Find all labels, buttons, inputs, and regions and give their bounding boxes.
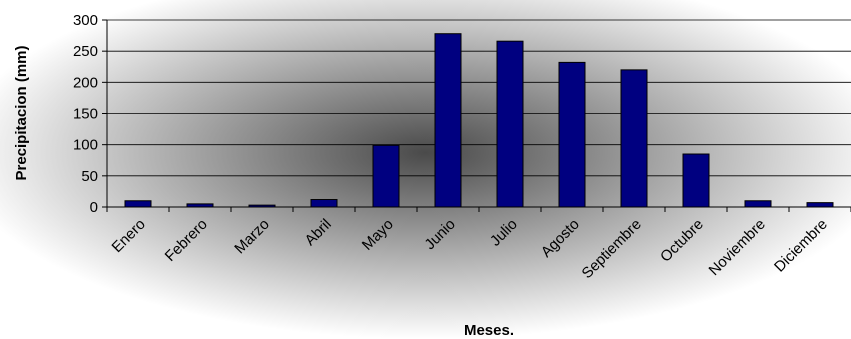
bar xyxy=(682,153,710,208)
y-axis-title: Precipitacion (mm) xyxy=(13,45,30,180)
bar xyxy=(806,202,834,208)
y-tick-label: 200 xyxy=(73,74,98,91)
bar xyxy=(310,199,338,208)
y-tick-label: 150 xyxy=(73,106,98,123)
bar xyxy=(620,69,648,208)
y-tick-label: 100 xyxy=(73,137,98,154)
bars xyxy=(124,33,834,208)
bar xyxy=(434,33,462,208)
x-axis-title: Meses. xyxy=(464,322,514,339)
y-tick-label: 300 xyxy=(73,12,98,29)
bar xyxy=(744,200,772,208)
y-tick-label: 50 xyxy=(81,168,98,185)
bar xyxy=(558,61,586,208)
y-tick-label: 0 xyxy=(90,199,98,216)
bar xyxy=(372,144,400,208)
bar xyxy=(124,200,152,208)
gridlines xyxy=(107,19,851,177)
bar xyxy=(496,40,524,208)
y-tick-label: 250 xyxy=(73,43,98,60)
y-tick-labels: 0 50 100 150 200 250 300 xyxy=(73,12,107,216)
